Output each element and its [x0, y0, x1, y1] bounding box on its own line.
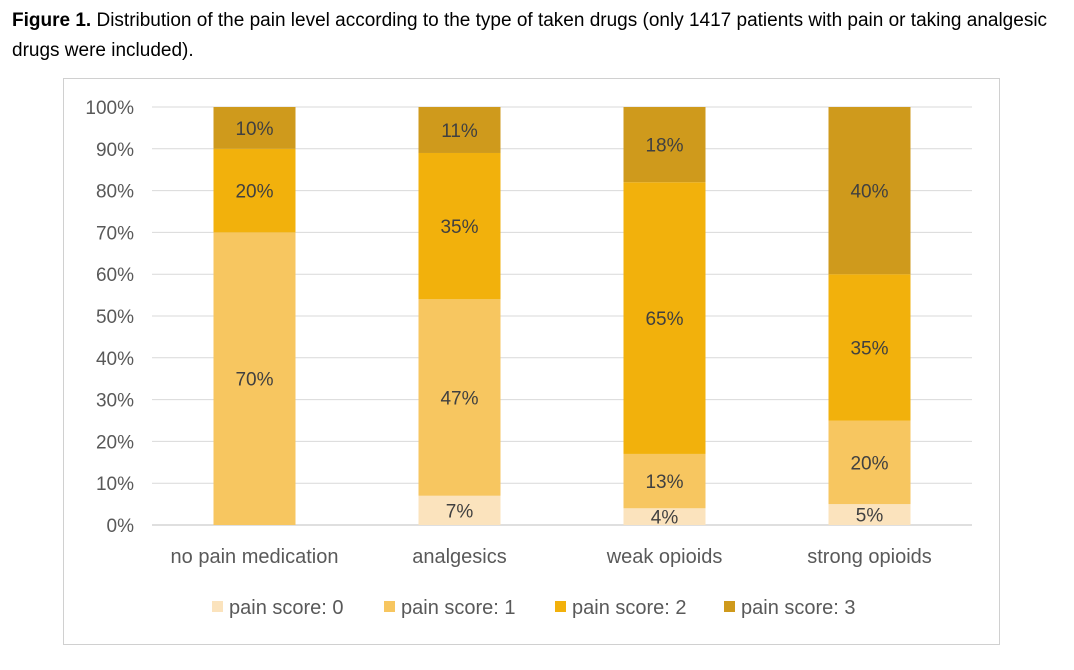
legend-swatch: [384, 601, 395, 612]
legend-swatch: [555, 601, 566, 612]
data-label: 5%: [856, 506, 884, 527]
data-label: 10%: [235, 119, 273, 140]
data-label: 20%: [850, 453, 888, 474]
y-tick-label: 40%: [96, 349, 134, 370]
data-label: 11%: [441, 121, 478, 142]
data-label: 35%: [850, 338, 888, 359]
data-label: 20%: [235, 182, 273, 203]
y-tick-label: 20%: [96, 432, 134, 453]
legend-swatch: [724, 601, 735, 612]
y-tick-label: 60%: [96, 265, 134, 286]
data-label: 40%: [850, 182, 888, 203]
bar-segment: [213, 148, 296, 233]
data-label: 18%: [645, 136, 683, 157]
data-label: 13%: [645, 472, 683, 493]
bar-segment: [418, 495, 501, 525]
data-label: 4%: [651, 508, 679, 529]
y-tick-label: 50%: [96, 307, 134, 328]
legend-entry: pain score: 1: [401, 597, 516, 619]
bar-segment: [828, 107, 911, 275]
figure-caption-text: Distribution of the pain level according…: [12, 10, 1048, 61]
x-category-label: weak opioids: [606, 546, 723, 568]
y-tick-label: 70%: [96, 223, 134, 244]
y-tick-label: 30%: [96, 391, 134, 412]
figure-label: Figure 1.: [12, 10, 92, 31]
bar-segment: [828, 504, 911, 525]
bar-segment: [213, 107, 296, 149]
data-label: 70%: [235, 370, 273, 391]
bar-segment: [828, 274, 911, 421]
legend-entry: pain score: 0: [229, 597, 344, 619]
y-tick-label: 90%: [96, 140, 134, 161]
y-tick-label: 80%: [96, 182, 134, 203]
bar-segment: [418, 299, 501, 496]
data-label: 7%: [446, 501, 474, 522]
bar-segment: [623, 182, 706, 454]
y-tick-label: 10%: [96, 474, 134, 495]
y-tick-label: 0%: [107, 516, 135, 537]
figure-caption: Figure 1. Distribution of the pain level…: [12, 6, 1062, 66]
legend-entry: pain score: 2: [572, 597, 687, 619]
legend-entry: pain score: 3: [741, 597, 856, 619]
data-label: 65%: [645, 309, 683, 330]
bar-segment: [418, 152, 501, 300]
x-category-label: strong opioids: [807, 546, 932, 568]
data-label: 35%: [440, 217, 478, 238]
bar-segment: [623, 508, 706, 525]
bar-segment: [213, 232, 296, 525]
x-category-label: no pain medication: [171, 546, 339, 568]
bar-segment: [623, 453, 706, 509]
legend-swatch: [212, 601, 223, 612]
bar-segment: [623, 107, 706, 183]
bar-segment: [828, 420, 911, 505]
bar-segment: [418, 107, 501, 153]
x-category-label: analgesics: [412, 546, 507, 568]
data-label: 47%: [440, 389, 478, 410]
y-tick-label: 100%: [85, 98, 134, 119]
